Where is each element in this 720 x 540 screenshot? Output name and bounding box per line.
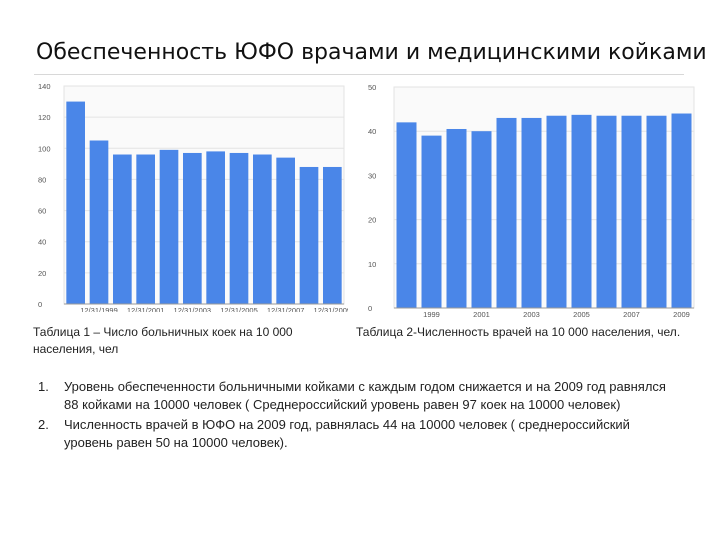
bar [646, 115, 667, 308]
y-tick-label: 40 [38, 238, 46, 247]
finding-item: 1. Уровень обеспеченности больничными ко… [34, 378, 674, 414]
x-tick-label: 2009 [673, 310, 690, 319]
plot-area [63, 85, 345, 305]
bar [253, 154, 272, 304]
y-tick-label: 120 [38, 113, 51, 122]
bar [496, 117, 517, 308]
doctors-bar-chart: 0 10 20 30 40 50 1999 2001 2003 2005 2007 2009 [368, 83, 695, 319]
x-tick-label: 12/31/2007 [267, 306, 305, 312]
bar [66, 101, 85, 304]
bar [571, 114, 592, 308]
x-tick-label: 2001 [473, 310, 490, 319]
bar [113, 154, 132, 304]
findings-list: 1. Уровень обеспеченности больничными ко… [34, 378, 674, 454]
y-tick-label: 30 [368, 171, 376, 180]
bar [229, 152, 249, 304]
bar [183, 152, 202, 304]
bar [159, 149, 179, 304]
y-tick-label: 140 [38, 82, 51, 91]
bar [471, 131, 492, 308]
bar [671, 113, 692, 308]
x-tick-label: 1999 [423, 310, 440, 319]
bar [421, 135, 442, 308]
y-tick-label: 0 [368, 304, 372, 313]
x-tick-label: 12/31/2009 [314, 306, 348, 312]
finding-item: 2. Численность врачей в ЮФО на 2009 год,… [34, 416, 674, 452]
bar [396, 122, 417, 308]
chart2-caption: Таблица 2-Численность врачей на 10 000 н… [356, 325, 681, 339]
bar [446, 128, 467, 308]
chart1-caption: Таблица 1 – Число больничных коек на 10 … [33, 325, 293, 356]
x-tick-label: 12/31/2005 [220, 306, 258, 312]
bar [596, 115, 617, 308]
x-tick-label: 12/31/2003 [174, 306, 212, 312]
hospital-beds-bar-chart: 0 20 40 60 80 100 120 140 12/31/1999 12/31/2001 12… [38, 82, 348, 312]
plot-area [393, 86, 695, 309]
y-tick-label: 100 [38, 144, 51, 153]
bar [621, 115, 642, 308]
bar [276, 157, 295, 304]
slide-title: Обеспеченность ЮФО врачами и медицинским… [36, 40, 707, 65]
bar [546, 115, 567, 308]
finding-text: Численность врачей в ЮФО на 2009 год, ра… [64, 417, 630, 450]
y-tick-label: 0 [38, 300, 42, 309]
y-tick-label: 40 [368, 127, 376, 136]
x-tick-label: 12/31/2001 [127, 306, 165, 312]
finding-number: 2. [38, 417, 49, 432]
y-tick-label: 20 [368, 216, 376, 225]
bar [323, 166, 342, 304]
x-tick-label: 2005 [573, 310, 590, 319]
finding-text: Уровень обеспеченности больничными койка… [64, 379, 666, 412]
y-tick-label: 50 [368, 83, 376, 92]
finding-number: 1. [38, 379, 49, 394]
title-divider [34, 74, 684, 75]
y-tick-label: 80 [38, 175, 46, 184]
bar [89, 140, 109, 304]
x-tick-label: 2007 [623, 310, 640, 319]
bar [299, 166, 319, 304]
bar [206, 151, 225, 304]
bar [136, 154, 155, 304]
y-tick-label: 10 [368, 260, 376, 269]
y-tick-label: 60 [38, 207, 46, 216]
bar [521, 117, 542, 308]
x-tick-label: 2003 [523, 310, 540, 319]
y-tick-label: 20 [38, 269, 46, 278]
x-tick-label: 12/31/1999 [80, 306, 118, 312]
